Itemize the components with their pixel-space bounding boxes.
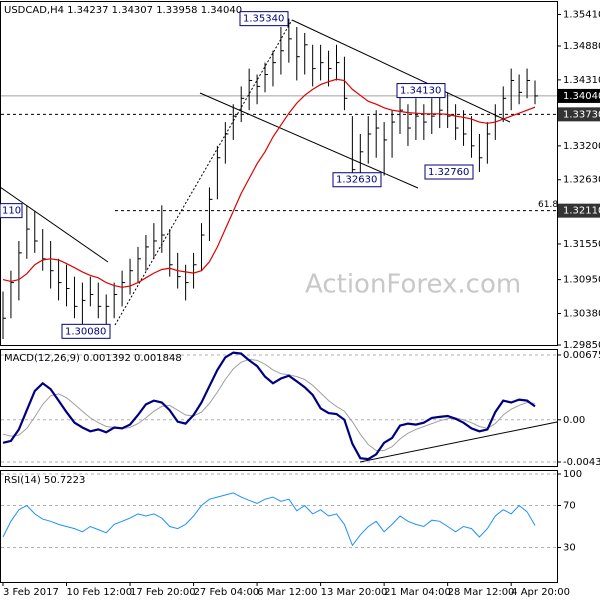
annotation-label: 1.35340: [243, 14, 284, 25]
x-tick-label: 10 Feb 12:00: [67, 587, 133, 598]
y-tick-label: 0.00: [563, 415, 585, 426]
level-box: [558, 203, 600, 218]
signal-line: [2, 358, 536, 451]
level-box: [0, 203, 23, 219]
level-label: 1.33730: [563, 109, 600, 120]
y-tick-label: 1.35410: [563, 9, 600, 20]
panel-title: RSI(14) 50.7223: [4, 475, 85, 486]
x-tick-label: 21 Mar 04:00: [384, 587, 451, 598]
rsi-panel: [0, 470, 558, 583]
annotation-label: 1.32630: [336, 175, 377, 186]
rsi-line: [2, 492, 536, 547]
x-tick-label: 6 Mar 12:00: [257, 587, 317, 598]
y-tick-label: 1.29850: [563, 340, 600, 351]
annotation-box: [424, 164, 474, 180]
trendline: [199, 92, 419, 189]
plot-layer: USDCAD,H4 1.34237 1.34307 1.33958 1.3404…: [0, 5, 600, 598]
trendline: [359, 421, 558, 463]
x-tick-label: 27 Feb 04:00: [194, 587, 260, 598]
macd-line: [2, 351, 536, 461]
y-tick-label: 1.31550: [563, 239, 600, 250]
background-layer: [1, 95, 557, 548]
annotation-label: 1.34130: [400, 86, 441, 97]
trendline: [0, 186, 109, 263]
level-label: 1.34040: [563, 91, 600, 102]
macd-panel: [0, 349, 558, 467]
annotation-label: 1.32760: [428, 167, 469, 178]
watermark: ActionForex.com: [305, 270, 521, 300]
annotation-box: [61, 323, 111, 339]
level-box: [558, 107, 600, 122]
y-tick-label: 1.30950: [563, 275, 600, 286]
annotation-box: [332, 172, 382, 188]
x-tick-label: 28 Mar 12:00: [448, 587, 515, 598]
trendline: [291, 19, 511, 123]
y-tick-label: 70: [563, 501, 576, 512]
annotation-label: 1.30080: [65, 326, 106, 337]
x-tick-label: 4 Apr 20:00: [511, 587, 570, 598]
annotation-box: [396, 83, 446, 99]
price-panel: [0, 1, 558, 346]
y-tick-label: 1.34310: [563, 75, 600, 86]
y-tick-label: 1.33200: [563, 141, 600, 152]
x-tick-label: 17 Feb 20:00: [130, 587, 196, 598]
chart-title: USDCAD,H4 1.34237 1.34307 1.33958 1.3404…: [4, 5, 242, 16]
panel-title: MACD(12,26,9) 0.001392 0.001848: [4, 353, 182, 364]
x-tick-label: 3 Feb 2017: [3, 587, 59, 598]
level-label: 1.32110: [563, 206, 600, 217]
level-left-label: 110: [2, 206, 21, 217]
level-box: [558, 88, 600, 103]
moving-average: [2, 78, 536, 288]
x-tick-label: 13 Mar 20:00: [321, 587, 388, 598]
y-tick-label: 30: [563, 543, 576, 554]
trendline: [114, 19, 293, 326]
y-tick-label: 1.32630: [563, 175, 600, 186]
y-tick-label: -0.004399: [563, 457, 600, 468]
y-tick-label: 0.006754: [563, 350, 600, 361]
level-note: 61.8: [538, 200, 558, 210]
y-tick-label: 100: [563, 469, 582, 480]
y-tick-label: 1.30380: [563, 308, 600, 319]
y-tick-label: 1.34880: [563, 41, 600, 52]
annotation-box: [239, 11, 289, 27]
